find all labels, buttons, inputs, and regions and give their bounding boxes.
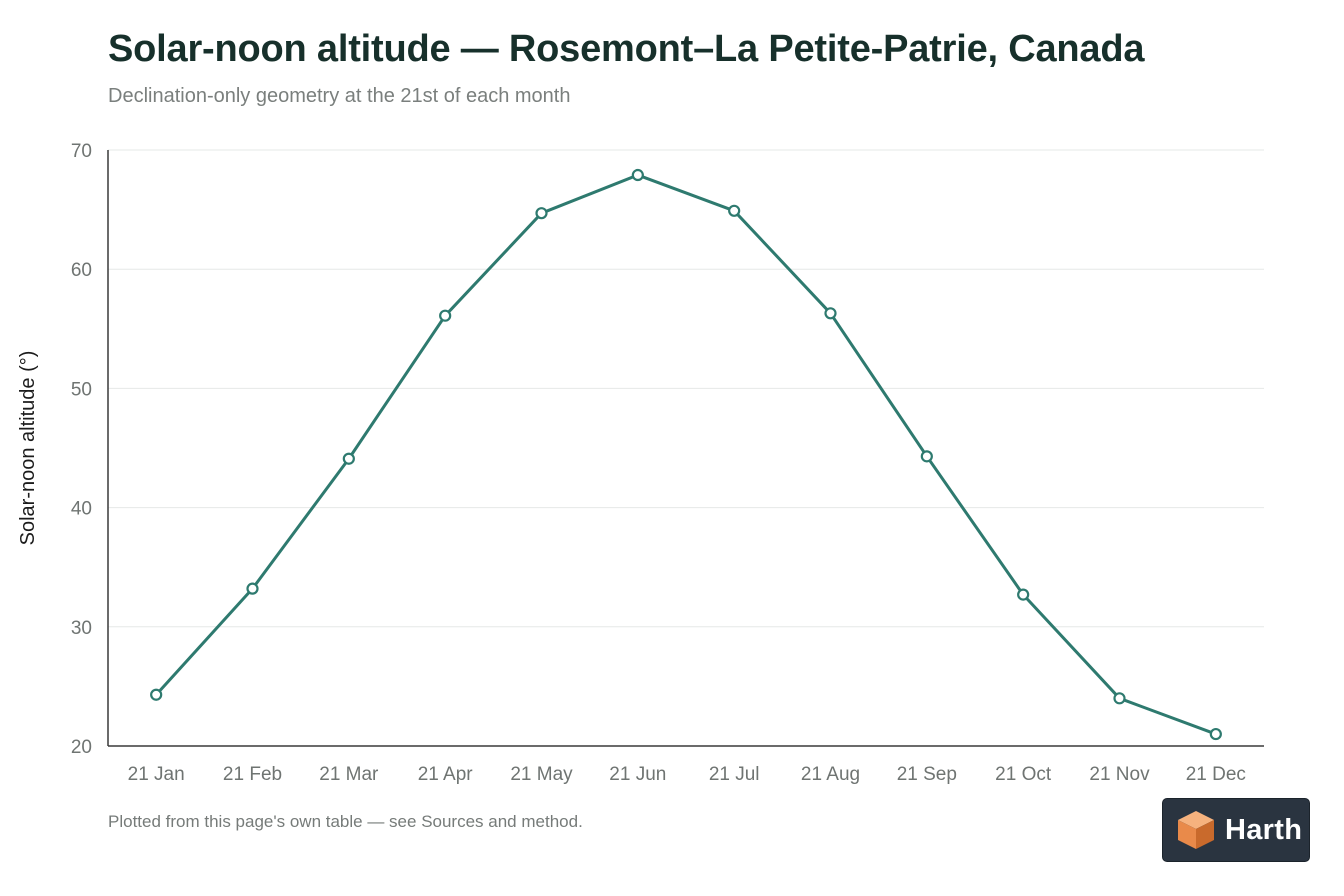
data-point bbox=[631, 168, 644, 182]
x-tick-label: 21 Jun bbox=[609, 764, 666, 785]
harth-logo: Harth bbox=[1162, 798, 1310, 862]
tick-labels: 20 30 40 50 60 70 21 Jan 21 Feb 21 Mar 21 Apr 21 M… bbox=[17, 141, 1246, 785]
x-tick-label: 21 Aug bbox=[801, 764, 860, 785]
brand-name: Harth bbox=[1225, 813, 1303, 846]
x-tick-label: 21 Feb bbox=[223, 764, 282, 785]
y-tick-label: 60 bbox=[71, 260, 92, 281]
chart-title: Solar-noon altitude — Rosemont–La Petite… bbox=[108, 28, 1145, 70]
x-tick-label: 21 Nov bbox=[1089, 764, 1150, 785]
chart-subtitle: Declination-only geometry at the 21st of… bbox=[108, 85, 571, 107]
y-axis-title: Solar-noon altitude (°) bbox=[17, 351, 39, 546]
data-point bbox=[535, 207, 548, 220]
footnote: Plotted from this page's own table — see… bbox=[108, 812, 583, 831]
data-point bbox=[150, 688, 163, 701]
y-tick-label: 50 bbox=[71, 379, 92, 400]
x-tick-label: 21 Oct bbox=[995, 764, 1052, 785]
cube-icon bbox=[1178, 811, 1214, 849]
x-tick-label: 21 Sep bbox=[897, 764, 957, 785]
data-point bbox=[824, 307, 837, 320]
data-point bbox=[1209, 727, 1222, 741]
gridlines bbox=[108, 149, 1264, 628]
series-layer bbox=[150, 168, 1222, 741]
y-tick-label: 30 bbox=[71, 618, 92, 639]
axes bbox=[107, 150, 1264, 747]
x-tick-label: 21 Jul bbox=[709, 764, 760, 785]
x-tick-label: 21 Apr bbox=[418, 764, 474, 785]
x-tick-label: 21 Jan bbox=[128, 764, 185, 785]
data-point bbox=[920, 450, 933, 463]
data-point bbox=[246, 582, 259, 595]
x-tick-label: 21 May bbox=[510, 764, 573, 785]
series-line bbox=[154, 173, 1218, 736]
x-tick-label: 21 Dec bbox=[1186, 764, 1246, 785]
data-point bbox=[1017, 588, 1030, 601]
data-point bbox=[1113, 692, 1126, 705]
data-point bbox=[728, 204, 741, 217]
data-point bbox=[342, 452, 355, 465]
y-tick-label: 40 bbox=[71, 499, 92, 520]
y-tick-label: 20 bbox=[71, 737, 92, 758]
data-point bbox=[439, 309, 452, 322]
y-tick-label: 70 bbox=[71, 141, 92, 162]
x-tick-label: 21 Mar bbox=[319, 764, 379, 785]
